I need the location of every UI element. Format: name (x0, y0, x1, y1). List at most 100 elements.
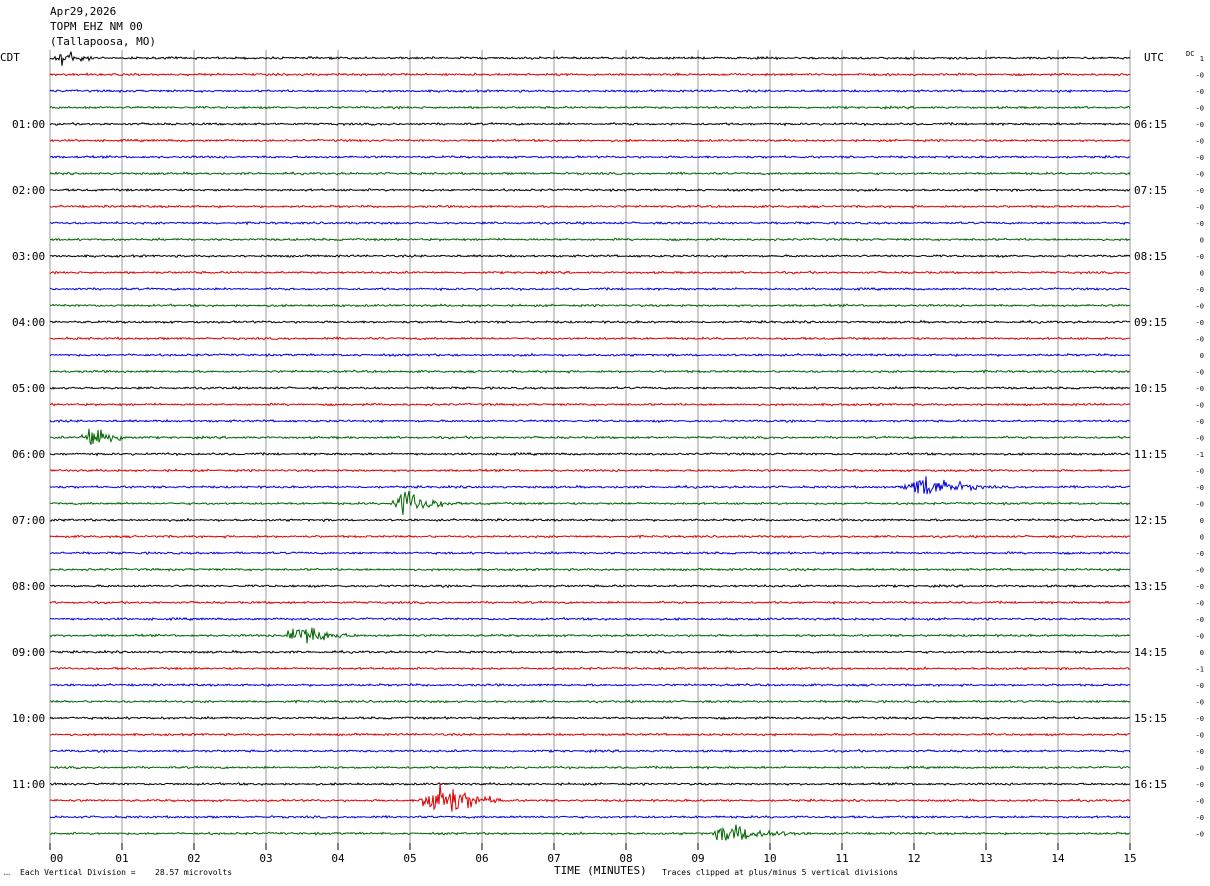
trace-28 (49, 517, 1130, 523)
trace-43 (49, 765, 1131, 771)
dc-offset-value: -0 (1196, 765, 1204, 773)
right-time-label: 09:15 (1134, 316, 1167, 329)
header: Apr29,2026 TOPM EHZ NM 00 (Tallapoosa, M… (50, 5, 156, 48)
dc-offset-value: -0 (1196, 583, 1204, 591)
dc-offset-value: -0 (1196, 732, 1204, 740)
right-time-label: 08:15 (1134, 250, 1167, 263)
footer-clip-note: Traces clipped at plus/minus 5 vertical … (662, 868, 898, 877)
dc-offset-column: 1 -0 -0 -0 -0 -0 -0 -0 -0 -0 -0 0 -0 0 -0 -0 -0 -0 0 -0 -0 -0… (1196, 55, 1204, 839)
x-tick-label: 01 (115, 852, 128, 865)
trace-41 (49, 732, 1131, 737)
trace-7 (49, 171, 1131, 176)
trace-1 (49, 72, 1131, 77)
left-axis-label: CDT (0, 51, 20, 64)
trace-11 (49, 237, 1131, 242)
left-time-label: 05:00 (12, 382, 45, 395)
x-tick-label: 15 (1123, 852, 1136, 865)
dc-offset-value: -0 (1196, 748, 1204, 756)
trace-32 (49, 583, 1131, 589)
left-time-label: 03:00 (12, 250, 45, 263)
left-time-label: 04:00 (12, 316, 45, 329)
left-time-label: 02:00 (12, 184, 45, 197)
right-time-label: 11:15 (1134, 448, 1167, 461)
dc-offset-value: -0 (1196, 567, 1204, 575)
header-station: TOPM EHZ NM 00 (50, 20, 143, 33)
left-time-label: 11:00 (12, 778, 45, 791)
trace-42 (50, 748, 1131, 754)
footer-mark-icon: ᠁ (2, 871, 11, 879)
left-time-label: 07:00 (12, 514, 45, 527)
dc-offset-value: -0 (1196, 303, 1204, 311)
dc-offset-value: -0 (1196, 484, 1204, 492)
trace-3 (49, 105, 1131, 110)
dc-offset-value: -0 (1196, 154, 1204, 162)
x-tick-label: 11 (835, 852, 848, 865)
trace-group (49, 51, 1131, 841)
trace-36 (49, 649, 1131, 655)
trace-34 (49, 616, 1131, 622)
right-time-label: 06:15 (1134, 118, 1167, 131)
dc-offset-value: -0 (1196, 715, 1204, 723)
trace-35 (49, 627, 1131, 644)
dc-offset-value: -0 (1196, 385, 1204, 393)
left-time-label: 10:00 (12, 712, 45, 725)
x-tick-label: 09 (691, 852, 704, 865)
x-tick-label: 06 (475, 852, 488, 865)
dc-offset-value: -0 (1196, 616, 1204, 624)
dc-offset-value: -0 (1196, 253, 1204, 261)
trace-13 (49, 270, 1130, 275)
dc-offset-value: -0 (1196, 831, 1204, 839)
trace-15 (49, 303, 1131, 308)
right-time-label: 12:15 (1134, 514, 1167, 527)
trace-10 (49, 221, 1131, 226)
header-date: Apr29,2026 (50, 5, 116, 18)
dc-offset-value: -0 (1196, 187, 1204, 195)
trace-26 (49, 476, 1131, 495)
dc-label: DC (1186, 50, 1194, 58)
dc-offset-value: -0 (1196, 220, 1204, 228)
dc-offset-value: -0 (1196, 204, 1204, 212)
dc-offset-value: -1 (1196, 666, 1204, 674)
dc-offset-value: -0 (1196, 814, 1204, 822)
trace-38 (49, 682, 1131, 688)
right-time-label: 10:15 (1134, 382, 1167, 395)
dc-offset-value: 0 (1200, 649, 1204, 657)
trace-14 (49, 286, 1131, 292)
trace-4 (49, 121, 1131, 127)
left-time-label: 08:00 (12, 580, 45, 593)
dc-offset-value: -0 (1196, 682, 1204, 690)
x-tick-label: 07 (547, 852, 560, 865)
dc-offset-value: -1 (1196, 451, 1204, 459)
trace-0 (49, 51, 1131, 66)
dc-offset-value: -0 (1196, 600, 1204, 608)
left-time-labels: 01:00 02:00 03:00 04:00 05:00 06:00 07:00 08:00… (12, 118, 45, 791)
x-axis-title: TIME (MINUTES) (554, 864, 647, 877)
x-tick-label: 10 (763, 852, 776, 865)
dc-offset-value: -0 (1196, 501, 1204, 509)
left-time-label: 01:00 (12, 118, 45, 131)
trace-27 (49, 490, 1131, 515)
dc-offset-value: -0 (1196, 435, 1204, 443)
trace-31 (49, 567, 1131, 572)
dc-offset-value: -0 (1196, 72, 1204, 80)
dc-offset-value: -0 (1196, 138, 1204, 146)
trace-30 (49, 550, 1130, 556)
trace-9 (49, 204, 1131, 209)
footer-scale-note: Each Vertical Division = (20, 868, 136, 877)
trace-33 (49, 600, 1131, 606)
trace-2 (49, 88, 1131, 94)
trace-24 (49, 451, 1131, 457)
trace-19 (49, 369, 1131, 375)
trace-37 (49, 666, 1131, 671)
left-time-label: 09:00 (12, 646, 45, 659)
dc-offset-value: 0 (1200, 270, 1204, 278)
trace-45 (49, 783, 1131, 812)
x-axis-ticks: 00 01 02 03 04 05 06 07 08 09 10 11 12 13 14 15 (49, 843, 1137, 865)
trace-44 (49, 781, 1131, 787)
x-tick-label: 13 (979, 852, 992, 865)
trace-40 (49, 715, 1131, 721)
dc-offset-value: 0 (1200, 534, 1204, 542)
right-time-label: 13:15 (1134, 580, 1167, 593)
dc-offset-value: -0 (1196, 633, 1204, 641)
